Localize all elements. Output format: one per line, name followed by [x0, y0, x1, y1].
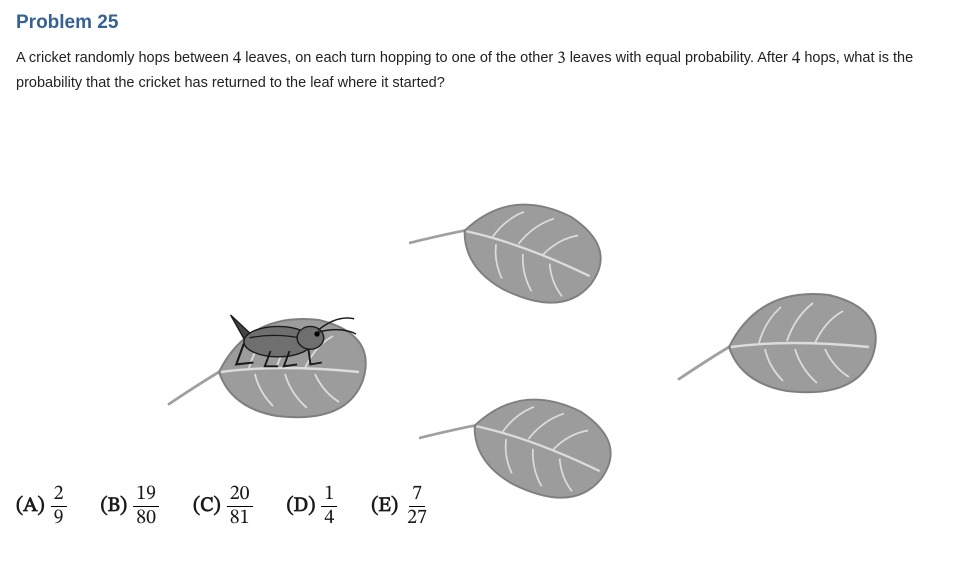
- leaf-icon: [669, 259, 889, 409]
- answer-choice: (A)29: [16, 484, 67, 529]
- problem-statement: A cricket randomly hops between 4 leaves…: [16, 48, 942, 94]
- fraction-numerator: 2: [51, 484, 67, 507]
- fraction-numerator: 20: [227, 484, 253, 507]
- answer-fraction: 1980: [133, 484, 159, 529]
- text-part1: A cricket randomly hops between: [16, 50, 233, 66]
- leaf-with-cricket: [159, 284, 379, 439]
- fraction-denominator: 27: [404, 507, 430, 529]
- text-part3: leaves with equal probability. After: [566, 50, 792, 66]
- answer-label: (C): [193, 494, 221, 519]
- answer-label: (E): [371, 494, 398, 519]
- leaf: [409, 164, 618, 312]
- fraction-denominator: 9: [51, 507, 67, 529]
- answer-fraction: 2081: [227, 484, 253, 529]
- answer-label: (B): [101, 494, 128, 519]
- answer-label: (A): [16, 494, 45, 519]
- answer-label: (D): [287, 494, 316, 519]
- fraction-denominator: 80: [133, 507, 159, 529]
- answer-choice: (D)14: [287, 484, 338, 529]
- leaf-icon: [159, 284, 379, 434]
- n-other: 3: [557, 51, 565, 68]
- fraction-numerator: 1: [321, 484, 337, 507]
- fraction-denominator: 4: [321, 507, 337, 529]
- answer-fraction: 14: [321, 484, 337, 529]
- answer-choice: (C)2081: [193, 484, 253, 529]
- illustration: [29, 104, 929, 474]
- text-part2: leaves, on each turn hopping to one of t…: [241, 50, 557, 66]
- problem-title: Problem 25: [16, 12, 942, 34]
- leaf-icon: [419, 359, 628, 502]
- n-leaves: 4: [233, 51, 241, 68]
- answer-choice: (B)1980: [101, 484, 159, 529]
- leaf: [669, 259, 889, 414]
- fraction-denominator: 81: [227, 507, 253, 529]
- fraction-numerator: 19: [133, 484, 159, 507]
- answer-fraction: 29: [51, 484, 67, 529]
- leaf: [419, 359, 628, 507]
- leaf-icon: [409, 164, 618, 307]
